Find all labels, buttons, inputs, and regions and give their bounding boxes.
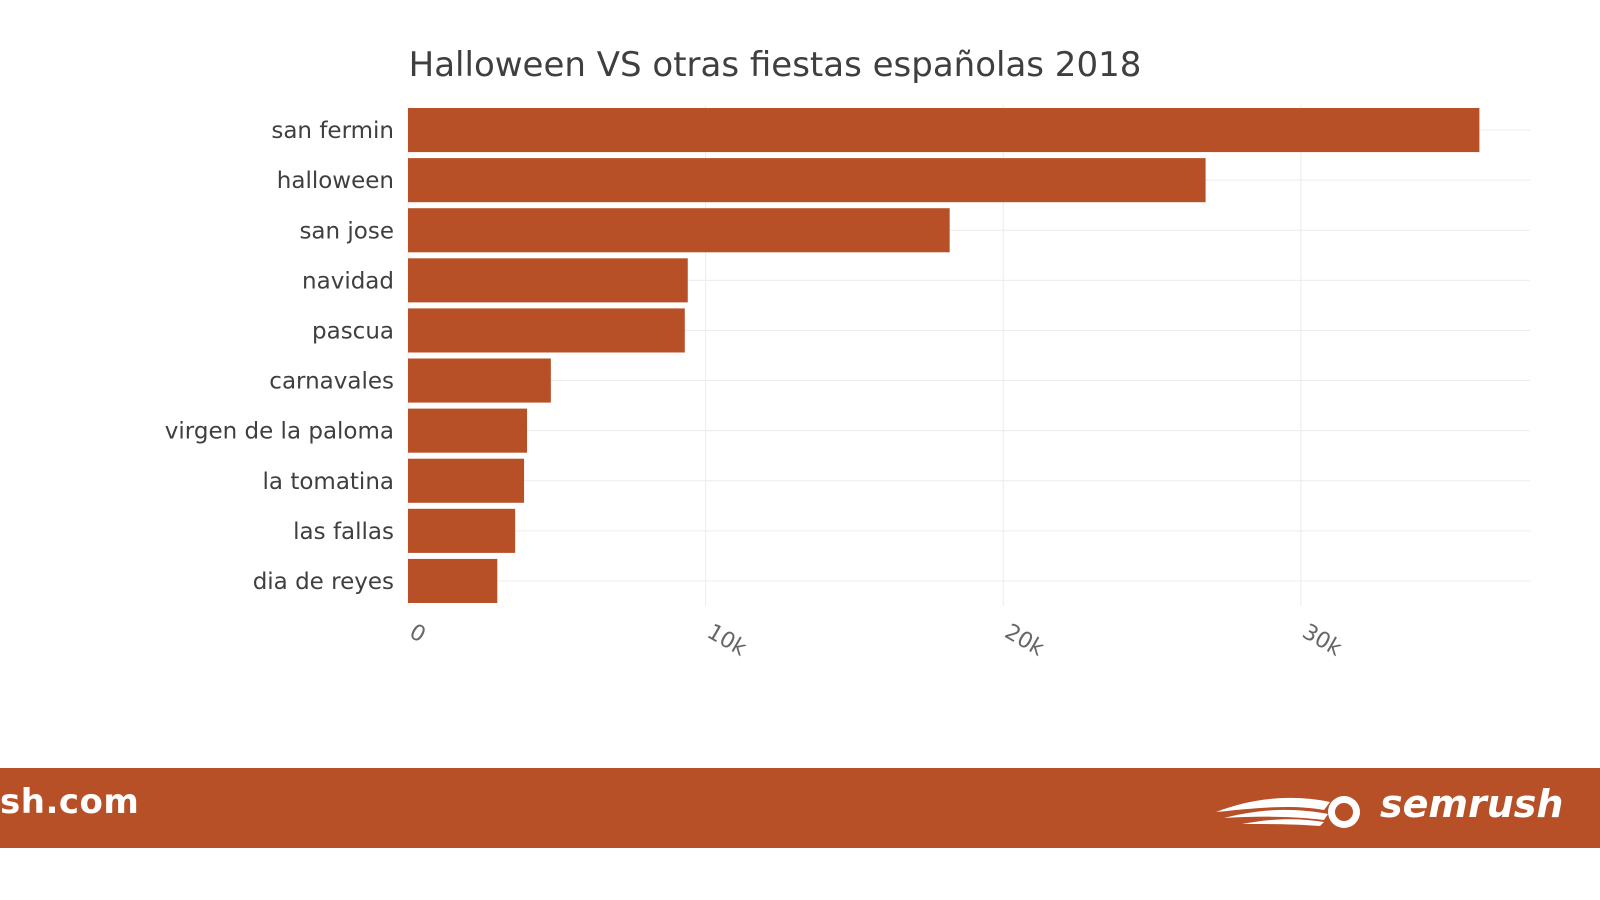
y-tick-label: carnavales xyxy=(269,369,394,395)
y-axis-labels: san fermin halloween san jose navidad pascua… xyxy=(165,118,394,595)
x-tick-label: 0 xyxy=(405,620,430,649)
y-tick-label: navidad xyxy=(302,268,394,294)
y-tick-label: san jose xyxy=(299,218,394,244)
bar xyxy=(408,508,516,553)
y-tick-label: virgen de la paloma xyxy=(165,419,394,445)
semrush-fireball-icon xyxy=(1216,796,1360,828)
bar-chart: Halloween VS otras fiestas españolas 201… xyxy=(165,45,1530,662)
x-tick-label: 30k xyxy=(1298,620,1346,662)
bar xyxy=(408,208,950,253)
bar xyxy=(408,408,528,453)
x-tick-label: 10k xyxy=(703,620,751,662)
y-tick-label: halloween xyxy=(277,168,394,194)
footer-banner: sh.com semrush xyxy=(0,768,1600,848)
bar xyxy=(408,158,1206,203)
bar xyxy=(408,458,525,503)
bars xyxy=(408,108,1480,603)
footer-domain-text[interactable]: sh.com xyxy=(0,782,140,822)
y-tick-label: dia de reyes xyxy=(253,569,394,595)
bar xyxy=(408,108,1480,153)
y-tick-label: las fallas xyxy=(293,519,394,545)
bar xyxy=(408,308,685,353)
bar xyxy=(408,358,551,403)
y-tick-label: pascua xyxy=(312,318,394,344)
bar xyxy=(408,258,688,303)
y-tick-label: san fermin xyxy=(271,118,394,144)
bar xyxy=(408,558,498,603)
x-tick-label: 20k xyxy=(1000,620,1048,662)
chart-title: Halloween VS otras fiestas españolas 201… xyxy=(409,45,1142,85)
y-tick-label: la tomatina xyxy=(263,469,394,495)
brand-wordmark: semrush xyxy=(1380,782,1564,826)
x-axis-labels: 0 10k 20k 30k xyxy=(405,620,1346,662)
